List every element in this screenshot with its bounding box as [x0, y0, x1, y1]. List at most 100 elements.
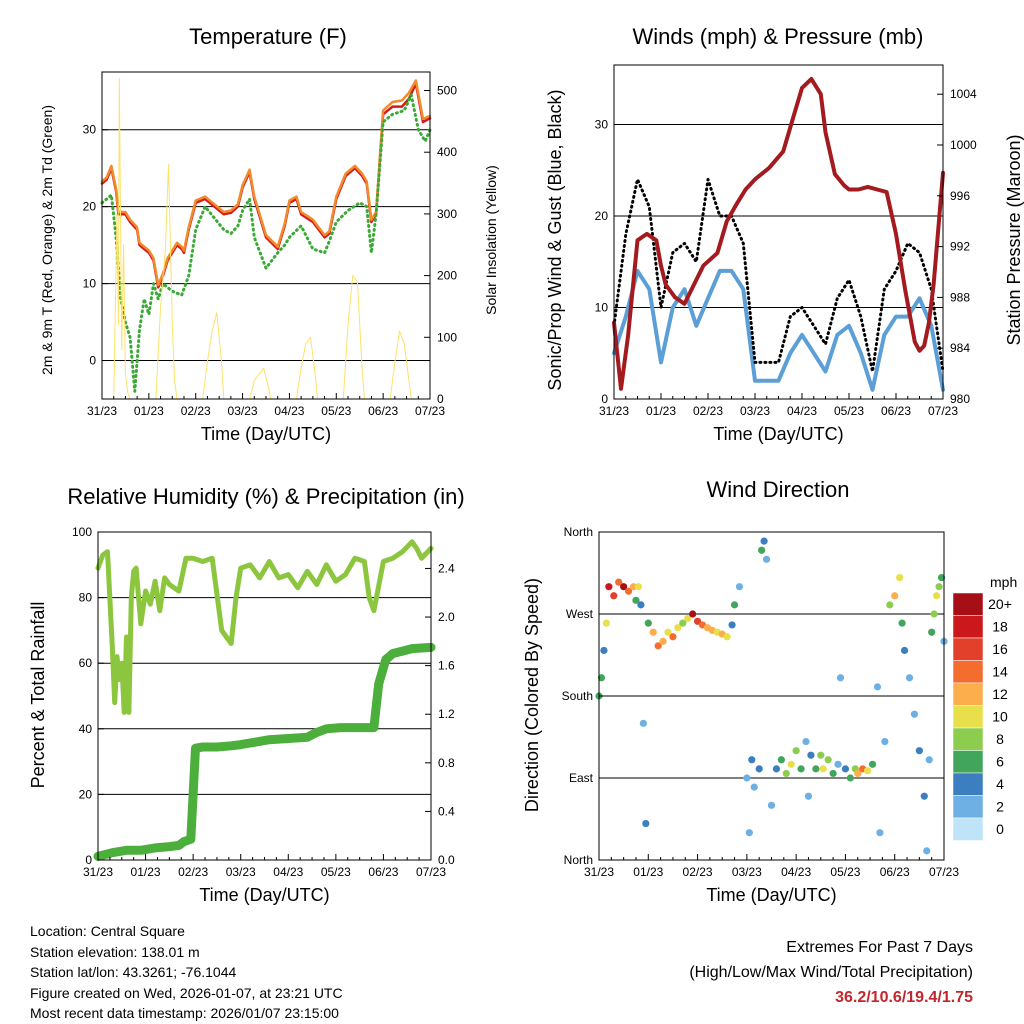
wind-direction-point [812, 765, 820, 773]
extremes-subtitle: (High/Low/Max Wind/Total Precipitation) [689, 964, 973, 981]
legend-label: 10 [992, 709, 1008, 725]
winds-series-gust [612, 177, 945, 373]
wind-direction-point [735, 583, 744, 591]
humidity-ytick-right-label: 2.0 [438, 610, 455, 624]
humidity-ylabel: Percent & Total Rainfall [28, 602, 48, 789]
winds-ylabel-right: Station Pressure (Maroon) [1004, 134, 1024, 345]
temperature-series-9m-t [100, 79, 432, 287]
wind-direction-point [807, 751, 815, 759]
wind_direction-ylabel: Direction (Colored By Speed) [522, 578, 542, 812]
temperature-series-2m-td [100, 93, 432, 393]
wind-direction-point [760, 537, 768, 545]
winds-ytick-label: 30 [595, 117, 609, 131]
winds-ytick-right-label: 992 [950, 240, 970, 254]
extremes-values: 36.2/10.6/19.4/1.75 [835, 989, 973, 1006]
legend-swatch [952, 750, 984, 774]
station-elevation: Station elevation: 138.01 m [30, 943, 200, 960]
winds-xtick-label: 05/23 [834, 404, 864, 418]
wind-direction-point [925, 756, 933, 764]
wind-direction-point [634, 583, 643, 591]
wind-direction-point [898, 619, 906, 627]
humidity-ytick-right-label: 0.0 [438, 853, 455, 867]
wind-direction-point [937, 573, 946, 582]
wind-direction-point [632, 596, 640, 604]
wind-direction-point [669, 633, 677, 641]
wind-direction-point [846, 774, 854, 782]
legend-title: mph [990, 574, 1017, 590]
humidity-title: Relative Humidity (%) & Precipitation (i… [67, 484, 464, 509]
humidity-ytick-right-label: 0.8 [438, 756, 455, 770]
temperature-xtick-label: 01/23 [134, 404, 164, 418]
winds-xtick-label: 01/23 [646, 404, 676, 418]
station-info: Location: Central Square Station elevati… [30, 921, 343, 1024]
legend-label: 2 [996, 799, 1004, 815]
wind-direction-panel: Wind Direction 31/23 01/23 02/23 03/23 04/23 0… [522, 477, 959, 905]
wind_direction-ytick-label: North [564, 525, 593, 539]
temperature-ytick-label: 0 [89, 354, 96, 368]
humidity-xtick-label: 05/23 [321, 865, 351, 879]
legend-label: 20+ [988, 596, 1012, 612]
legend-swatch [952, 817, 984, 841]
humidity-series-total-rainfall [93, 642, 436, 861]
wind-direction-point [693, 617, 702, 625]
wind_direction-xtick-label: 02/23 [683, 865, 713, 879]
temperature-xtick-label: 03/23 [228, 404, 258, 418]
wind_direction-title: Wind Direction [706, 477, 849, 502]
legend-label: 18 [992, 619, 1008, 635]
wind-direction-point [728, 621, 736, 629]
wind-direction-point [649, 628, 657, 636]
winds-ytick-right-label: 984 [950, 341, 970, 355]
winds-ytick-right-label: 980 [950, 392, 970, 406]
winds-xtick-label: 03/23 [740, 404, 770, 418]
wind-direction-point [637, 601, 645, 609]
temperature-xtick-label: 06/23 [368, 404, 398, 418]
temperature-ytick-right-label: 200 [437, 269, 457, 283]
winds-ytick-label: 0 [601, 392, 608, 406]
humidity-ytick-label: 20 [79, 787, 93, 801]
wind-direction-point [923, 847, 931, 855]
wind-direction-point [905, 674, 914, 682]
wind-direction-point [755, 765, 763, 773]
wind-direction-point [864, 767, 872, 775]
wind-direction-point [891, 592, 899, 600]
wind_direction-xtick-label: 07/23 [929, 865, 959, 879]
legend-swatch [952, 705, 984, 729]
winds-xtick-label: 31/23 [599, 404, 629, 418]
humidity-ytick-label: 60 [79, 656, 93, 670]
temperature-ylabel-right: Solar Insolation (Yellow) [483, 165, 499, 315]
humidity-xtick-label: 03/23 [226, 865, 256, 879]
wind-direction-point [748, 756, 756, 764]
legend-swatch [952, 727, 984, 751]
legend-swatch [952, 592, 984, 616]
humidity-ytick-label: 40 [79, 722, 93, 736]
wind-direction-point [900, 646, 909, 655]
winds-ytick-right-label: 996 [950, 189, 970, 203]
wind-direction-point [629, 583, 638, 591]
humidity-xtick-label: 01/23 [131, 865, 161, 879]
humidity-xtick-label: 07/23 [416, 865, 446, 879]
legend-label: 16 [992, 641, 1008, 657]
temperature-ytick-right-label: 400 [437, 145, 457, 159]
wind-direction-point [664, 628, 672, 636]
winds-xtick-label: 06/23 [881, 404, 911, 418]
legend-label: 4 [996, 776, 1004, 792]
wind_direction-xtick-label: 31/23 [584, 865, 614, 879]
wind_direction-xtick-label: 01/23 [633, 865, 663, 879]
temperature-ylabel: 2m & 9m T (Red, Orange) & 2m Td (Green) [39, 105, 55, 375]
temperature-xtick-label: 04/23 [274, 404, 304, 418]
wind_direction-xtick-label: 06/23 [880, 865, 910, 879]
winds-xtick-label: 07/23 [928, 404, 958, 418]
wind-direction-point [876, 829, 884, 837]
wind_direction-ytick-label: East [569, 771, 594, 785]
humidity-xlabel: Time (Day/UTC) [199, 885, 329, 905]
wind-direction-point [684, 614, 692, 623]
wind-direction-point [915, 747, 923, 755]
wind-direction-point [730, 601, 739, 609]
wind-direction-point [600, 646, 608, 655]
legend-swatch [952, 682, 984, 706]
station-location: Location: Central Square [30, 923, 185, 939]
humidity-ytick-label: 0 [85, 853, 92, 867]
wind-speed-legend: mph 20+ 18 16 14 12 10 8 6 4 2 0 [952, 574, 1017, 841]
temperature-xtick-label: 07/23 [415, 404, 445, 418]
